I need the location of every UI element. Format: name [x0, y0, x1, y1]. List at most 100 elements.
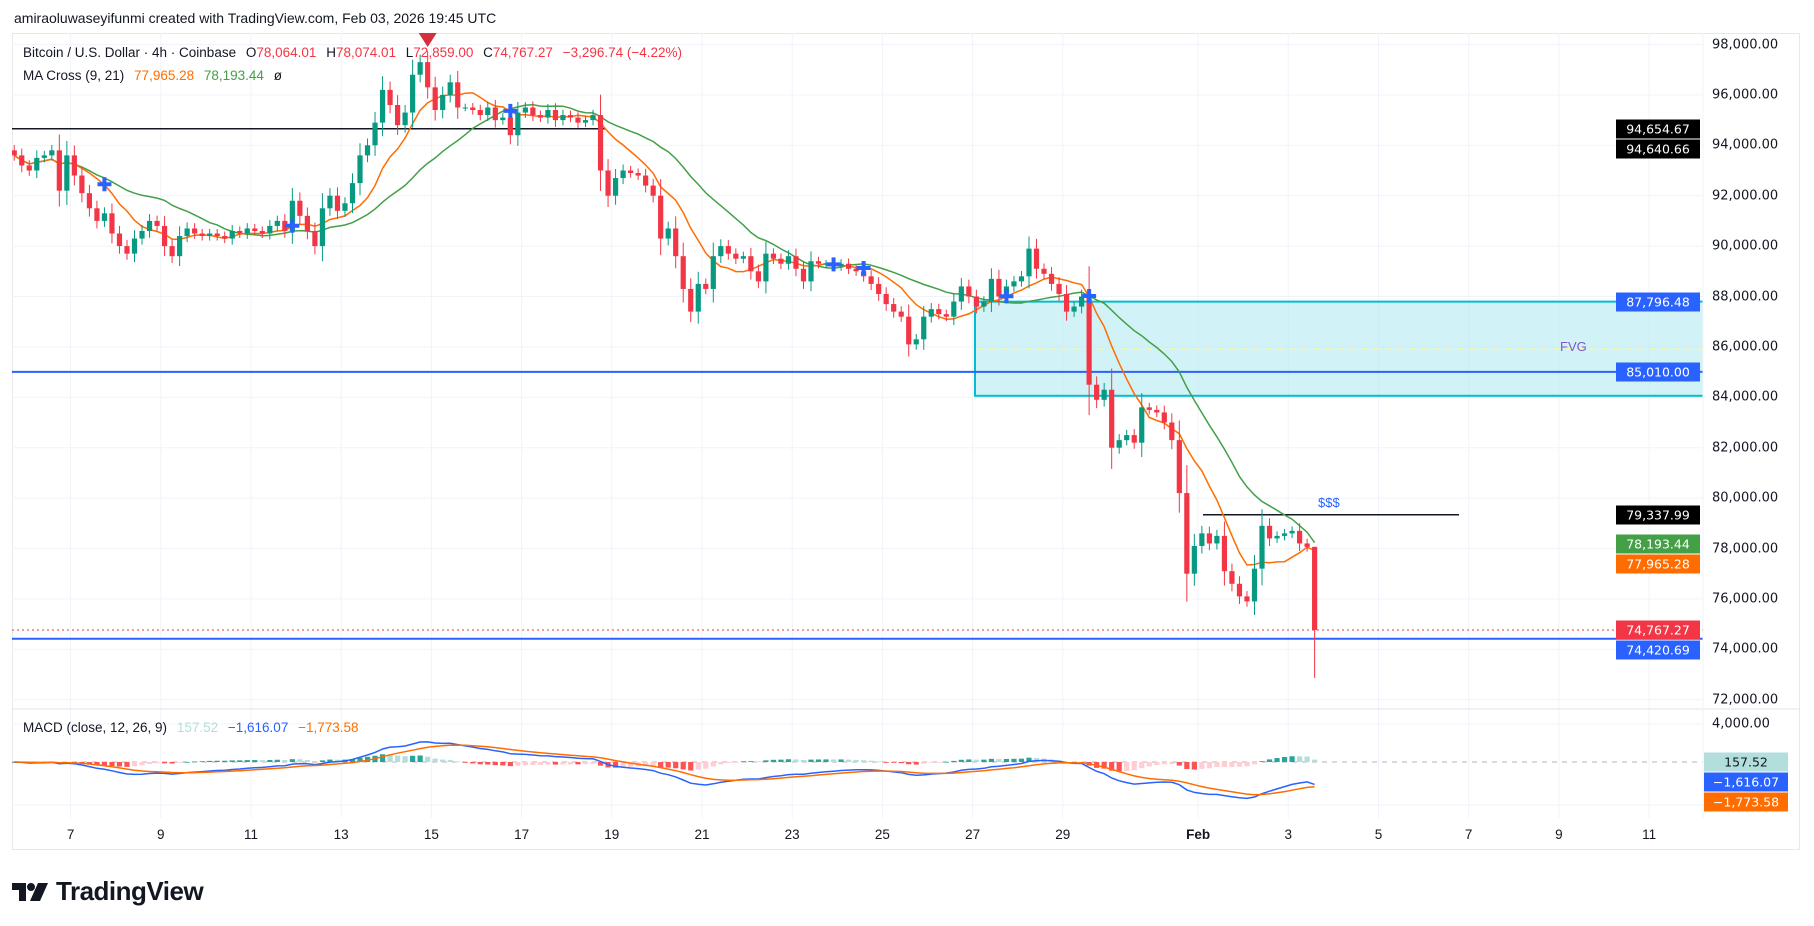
candle[interactable] [274, 215, 280, 232]
candle[interactable] [319, 193, 326, 262]
candle[interactable] [485, 101, 491, 122]
candle[interactable] [537, 110, 544, 123]
candle[interactable] [560, 109, 566, 126]
candle[interactable] [1026, 236, 1032, 289]
fvg-label[interactable]: FVG [1560, 339, 1587, 354]
candle[interactable] [823, 259, 829, 268]
candle[interactable] [605, 159, 611, 208]
candle[interactable] [763, 241, 769, 294]
candle[interactable] [981, 296, 987, 312]
candle[interactable] [718, 239, 724, 263]
candle[interactable] [785, 250, 792, 270]
candle[interactable] [680, 242, 686, 303]
candle[interactable] [357, 143, 363, 196]
candle[interactable] [154, 215, 160, 232]
candle[interactable] [455, 70, 461, 119]
candle[interactable] [1214, 529, 1220, 550]
candle[interactable] [936, 303, 942, 320]
candle[interactable] [1169, 413, 1175, 450]
candle[interactable] [41, 150, 47, 163]
candle[interactable] [688, 278, 694, 323]
candle[interactable] [710, 242, 716, 303]
candle[interactable] [913, 334, 919, 350]
candle[interactable] [237, 226, 243, 239]
macd-legend[interactable]: MACD (close, 12, 26, 9) 157.52 −1,616.07… [23, 720, 365, 735]
candle[interactable] [34, 150, 40, 179]
candle[interactable] [868, 270, 874, 290]
candle[interactable] [432, 76, 438, 121]
candle[interactable] [552, 103, 559, 127]
candle[interactable] [733, 248, 739, 264]
candle[interactable] [1199, 525, 1205, 554]
symbol-name[interactable]: Bitcoin / U.S. Dollar · 4h · Coinbase [23, 45, 237, 60]
candle[interactable] [522, 102, 528, 118]
candle[interactable] [131, 230, 138, 262]
candle[interactable] [1236, 576, 1243, 604]
candle[interactable] [748, 247, 754, 280]
candle[interactable] [1206, 526, 1212, 551]
candle[interactable] [26, 160, 32, 176]
candle[interactable] [56, 134, 62, 207]
candle[interactable] [304, 207, 310, 240]
candle[interactable] [71, 145, 77, 186]
candle[interactable] [1033, 238, 1040, 279]
candle[interactable] [146, 214, 153, 238]
candle[interactable] [252, 223, 258, 236]
candle[interactable] [492, 99, 498, 128]
candle[interactable] [192, 223, 198, 239]
candle[interactable] [462, 103, 468, 112]
candle[interactable] [958, 278, 964, 310]
candle[interactable] [1063, 284, 1070, 321]
candle[interactable] [161, 216, 168, 256]
candle[interactable] [124, 240, 130, 260]
candle[interactable] [425, 50, 431, 99]
candle[interactable] [64, 141, 70, 206]
candle[interactable] [1071, 301, 1077, 317]
ma-legend[interactable]: MA Cross (9, 21) 77,965.28 78,193.44 ø [23, 68, 288, 83]
candle[interactable] [921, 306, 927, 350]
candle[interactable] [575, 112, 581, 128]
candle[interactable] [1139, 393, 1145, 458]
candle[interactable] [169, 239, 175, 263]
candle[interactable] [49, 145, 55, 161]
candle[interactable] [665, 221, 671, 246]
candle[interactable] [515, 101, 521, 146]
candle[interactable] [695, 271, 701, 324]
candle[interactable] [297, 192, 303, 225]
candle[interactable] [891, 298, 897, 318]
candle[interactable] [214, 228, 220, 241]
candle[interactable] [582, 115, 589, 128]
candle[interactable] [1191, 533, 1197, 586]
candle[interactable] [845, 258, 852, 275]
candle[interactable] [1011, 276, 1017, 292]
candle[interactable] [883, 287, 889, 311]
candle[interactable] [199, 228, 205, 241]
candle[interactable] [327, 188, 333, 216]
candle[interactable] [267, 219, 273, 240]
candle[interactable] [876, 277, 882, 301]
candle[interactable] [643, 168, 649, 193]
candle[interactable] [342, 197, 348, 217]
candle[interactable] [259, 226, 265, 239]
candle[interactable] [379, 76, 386, 137]
candle[interactable] [673, 216, 679, 269]
candle[interactable] [282, 214, 288, 238]
candle[interactable] [1251, 555, 1258, 616]
candle[interactable] [567, 110, 574, 123]
candle[interactable] [477, 104, 483, 121]
candle[interactable] [853, 264, 859, 276]
candle[interactable] [1041, 263, 1047, 280]
candle[interactable] [364, 138, 371, 163]
candle[interactable] [1221, 521, 1228, 586]
candle[interactable] [410, 59, 416, 128]
candle[interactable] [988, 268, 995, 313]
candle[interactable] [1281, 528, 1288, 541]
candle[interactable] [244, 223, 250, 239]
candle[interactable] [1176, 420, 1182, 513]
candle[interactable] [1116, 434, 1122, 454]
candle[interactable] [1154, 405, 1160, 417]
candle[interactable] [800, 261, 807, 289]
candle[interactable] [470, 102, 476, 115]
candle[interactable] [1184, 465, 1190, 602]
candle[interactable] [770, 248, 777, 264]
